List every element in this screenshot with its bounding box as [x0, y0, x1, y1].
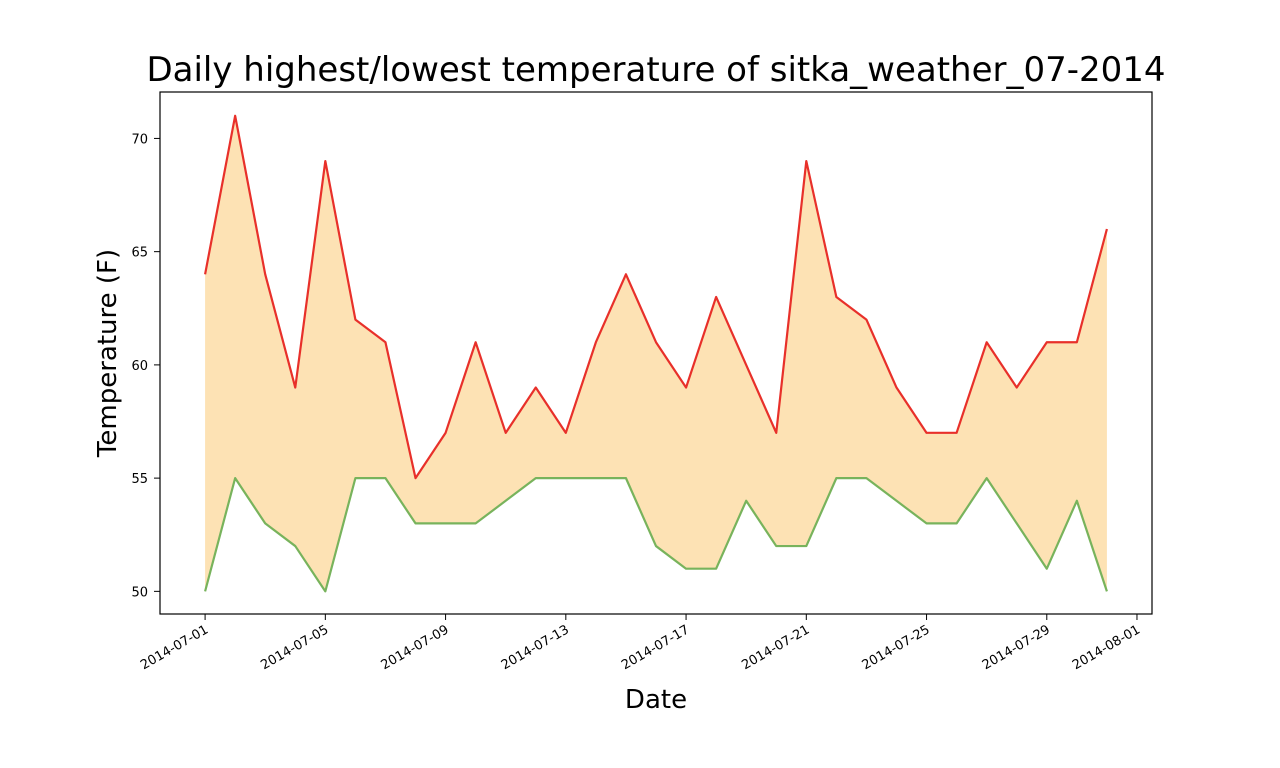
x-tick-label: 2014-07-21	[739, 622, 812, 673]
plot-area	[204, 114, 1108, 593]
y-axis: 50 55 60 65 70	[131, 132, 160, 600]
y-tick-label: 70	[131, 132, 148, 147]
low-temperature-line	[204, 477, 1108, 593]
high-temperature-line	[204, 114, 1108, 480]
y-tick-label: 60	[131, 359, 148, 374]
x-tick-label: 2014-07-05	[258, 622, 331, 673]
x-tick-label: 2014-07-29	[980, 622, 1053, 673]
x-tick-label: 2014-07-01	[138, 622, 211, 673]
x-axis: 2014-07-01 2014-07-05 2014-07-09 2014-07-13…	[138, 614, 1143, 673]
chart-title: Daily highest/lowest temperature of sitk…	[146, 50, 1165, 90]
range-fill-area	[205, 115, 1107, 592]
y-tick-label: 65	[131, 246, 148, 261]
x-tick-label: 2014-07-13	[499, 622, 572, 673]
y-axis-label: Temperature (F)	[93, 249, 123, 458]
x-tick-label: 2014-07-09	[379, 622, 452, 673]
x-tick-label: 2014-07-25	[860, 622, 933, 673]
y-tick-label: 50	[131, 585, 148, 600]
x-tick-label: 2014-08-01	[1070, 622, 1143, 673]
x-tick-label: 2014-07-17	[619, 622, 692, 673]
plot-frame	[159, 91, 1153, 615]
x-axis-label: Date	[625, 685, 687, 715]
y-tick-label: 55	[131, 472, 148, 487]
